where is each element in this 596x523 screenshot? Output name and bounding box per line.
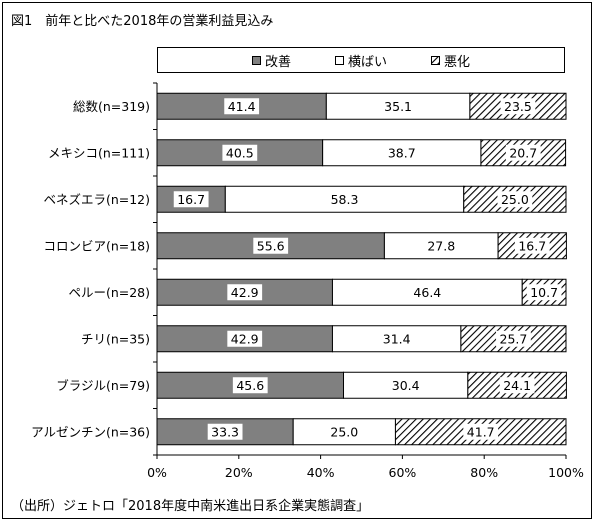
data-label-bg [173,191,209,208]
category-label: アルゼンチン(n=36) [31,424,150,439]
legend-swatch-flat [334,55,344,65]
data-label-bg [326,423,362,440]
legend-item-worsen: 悪化 [431,51,470,70]
legend-swatch-improve [251,55,261,65]
data-label: 10.7 [530,285,558,300]
data-label-bg [500,98,536,115]
legend-label-worsen: 悪化 [444,54,471,70]
data-label: 25.0 [501,192,529,207]
data-label-bg [463,423,499,440]
data-label-bg [384,144,420,161]
data-label-bg [526,284,562,301]
data-label: 30.4 [392,378,420,393]
data-label-bg [497,191,533,208]
data-label-bg [380,98,416,115]
data-label-bg [514,237,550,254]
legend-item-improve: 改善 [251,51,291,70]
data-label: 33.3 [211,424,239,439]
x-tick-label: 20% [225,465,253,480]
data-label: 41.7 [467,424,495,439]
legend-label-improve: 改善 [264,54,291,70]
data-label: 20.7 [509,145,537,160]
bar-segment-worsen [463,185,567,213]
data-label-bg [253,237,289,254]
category-label: ブラジル(n=79) [56,378,150,393]
data-label: 27.8 [427,238,455,253]
category-label: 総数(n=319) [73,99,150,114]
data-label: 58.3 [331,192,359,207]
category-label: チリ(n=35) [81,331,150,346]
data-label: 31.4 [383,331,411,346]
data-label: 46.4 [413,285,441,300]
x-tick-label: 100% [548,465,584,480]
data-label: 25.7 [500,331,528,346]
data-label: 23.5 [504,99,532,114]
legend-item-flat: 横ばい [334,51,387,70]
data-label: 38.7 [388,145,416,160]
data-label: 45.6 [236,378,264,393]
x-tick-label: 40% [307,465,335,480]
data-label: 40.5 [226,145,254,160]
category-label: ベネズエラ(n=12) [43,192,150,207]
data-label-bg [379,330,415,347]
data-label: 42.9 [231,331,259,346]
x-tick-label: 0% [147,465,167,480]
data-label: 41.4 [228,99,256,114]
chart-source: （出所）ジェトロ「2018年度中南米進出日系企業実態調査」 [11,499,370,514]
data-label: 25.0 [330,424,358,439]
chart-frame [2,2,592,519]
data-label: 16.7 [518,238,546,253]
data-label: 55.6 [257,238,285,253]
data-label-bg [388,377,424,394]
x-tick-label: 80% [470,465,498,480]
data-label-bg [227,284,263,301]
data-label: 24.1 [503,378,531,393]
data-label-bg [327,191,362,208]
data-label-bg [499,377,535,394]
data-label-bg [232,377,268,394]
chart-title: 図1 前年と比べた2018年の営業利益見込み [11,14,274,29]
legend-label-flat: 横ばい [347,54,387,70]
data-label-bg [224,98,260,115]
data-label-bg [409,284,445,301]
data-label-bg [496,330,531,347]
legend: 改善 横ばい 悪化 [157,47,565,73]
data-label-bg [423,237,459,254]
category-label: コロンビア(n=18) [43,238,150,253]
data-label-bg [207,423,243,440]
category-label: メキシコ(n=111) [48,145,150,160]
category-label: ペルー(n=28) [68,285,150,300]
data-label-bg [227,330,263,347]
data-label: 35.1 [384,99,412,114]
data-label: 16.7 [177,192,205,207]
x-tick-label: 60% [389,465,417,480]
legend-swatch-worsen [431,55,440,65]
data-label-bg [505,144,541,161]
data-label-bg [222,144,258,161]
data-label: 42.9 [231,285,259,300]
